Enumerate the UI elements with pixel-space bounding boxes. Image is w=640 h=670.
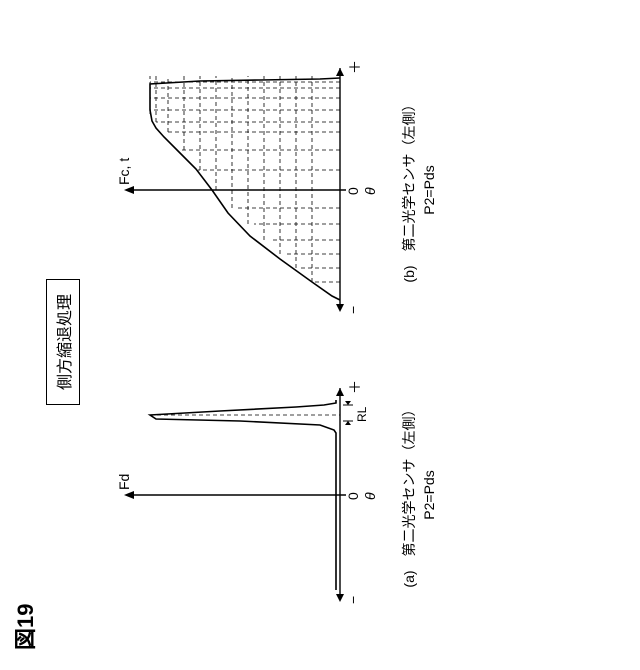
chart-a-caption: (a) 第二光学センサ（左側） P2=Pds [400, 380, 439, 610]
chart-b-yaxis-label: Fc, t [116, 158, 132, 185]
chart-b-svg [110, 60, 370, 320]
y-axis-arrow-b [124, 186, 134, 194]
chart-b-dash-h [150, 76, 312, 282]
chart-a-xaxis-label: θ [362, 492, 378, 500]
chart-a-origin-label: 0 [345, 492, 361, 500]
chart-a-caption-l1: (a) 第二光学センサ（左側） [401, 402, 417, 587]
x-axis-arrow-left-b [336, 304, 344, 312]
chart-a-yaxis-label: Fd [116, 474, 132, 490]
x-axis-arrow-right-b [336, 68, 344, 76]
chart-a-xminus: − [345, 596, 361, 604]
chart-a: Fd 0 θ − ＋ RL [110, 380, 370, 610]
chart-b: Fc, t 0 θ − ＋ [110, 60, 370, 320]
title-box: 側方縮退処理 [46, 279, 80, 405]
chart-b-xminus: − [345, 306, 361, 314]
chart-a-svg [110, 380, 370, 610]
figure-label: 図19 [8, 604, 40, 650]
chart-a-rl-label: RL [355, 407, 369, 422]
landscape-frame: 図19 側方縮退処理 [0, 0, 640, 670]
chart-b-xaxis-label: θ [362, 187, 378, 195]
y-axis-arrow [124, 491, 134, 499]
chart-a-caption-l2: P2=Pds [421, 470, 437, 519]
rl-bracket [343, 401, 353, 425]
chart-b-curve [150, 78, 340, 300]
page-root: 図19 側方縮退処理 [0, 15, 640, 655]
chart-b-caption-l1: (b) 第二光学センサ（左側） [401, 97, 417, 282]
chart-a-xplus: ＋ [345, 380, 365, 394]
chart-b-xplus: ＋ [345, 60, 365, 74]
x-axis-arrow-right [336, 388, 344, 396]
chart-b-dash-v [150, 82, 340, 282]
chart-b-caption: (b) 第二光学センサ（左側） P2=Pds [400, 60, 439, 320]
x-axis-arrow-left [336, 594, 344, 602]
chart-b-origin-label: 0 [345, 187, 361, 195]
chart-b-caption-l2: P2=Pds [421, 165, 437, 214]
